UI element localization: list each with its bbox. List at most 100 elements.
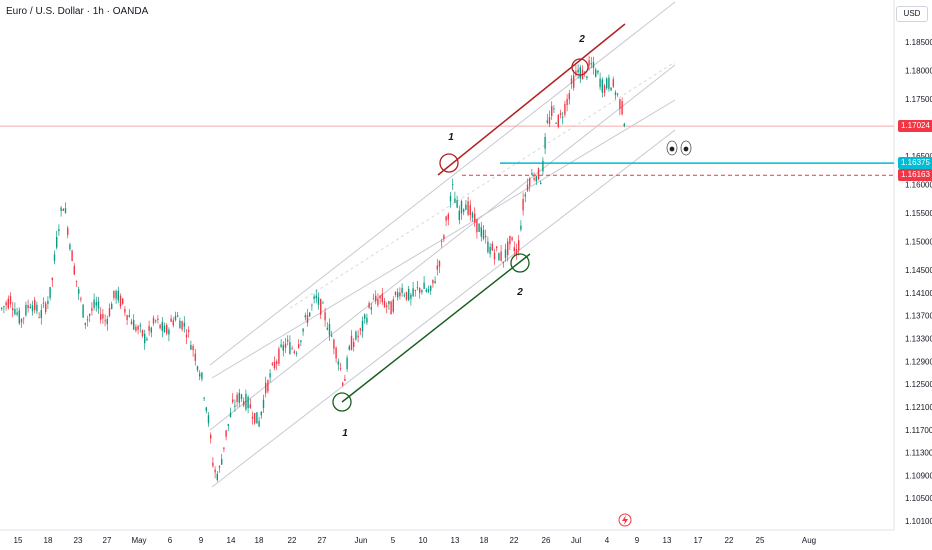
candle-body bbox=[75, 280, 78, 282]
candle-body bbox=[256, 412, 258, 424]
candle-body bbox=[302, 328, 304, 332]
candle-body bbox=[438, 260, 441, 267]
candle-body bbox=[282, 345, 284, 351]
candle-body bbox=[133, 320, 135, 330]
candle-body bbox=[3, 306, 5, 308]
x-tick-label: 4 bbox=[605, 536, 610, 545]
candle-body bbox=[533, 178, 535, 180]
candle-body bbox=[221, 459, 223, 465]
candle-body bbox=[106, 318, 108, 325]
candle-body bbox=[599, 78, 601, 88]
candle-body bbox=[168, 329, 170, 335]
candle-body bbox=[18, 310, 20, 324]
candle-body bbox=[322, 302, 324, 304]
candle-body bbox=[491, 243, 493, 251]
candle-body bbox=[496, 246, 498, 249]
candle-body bbox=[20, 319, 23, 323]
candle-body bbox=[150, 327, 152, 333]
lower-trendline bbox=[341, 253, 531, 403]
x-tick-label: 10 bbox=[419, 536, 428, 545]
candle-body bbox=[555, 123, 557, 124]
candle-body bbox=[128, 315, 130, 317]
y-tick-label: 1.10900 bbox=[905, 471, 932, 480]
candle-body bbox=[71, 250, 73, 262]
candle-body bbox=[240, 394, 243, 399]
candle-body bbox=[113, 290, 115, 298]
candle-body bbox=[139, 325, 141, 327]
candle-body bbox=[49, 286, 51, 298]
candle-body bbox=[379, 295, 381, 299]
candle-body bbox=[522, 198, 524, 211]
candle-body bbox=[258, 421, 260, 427]
candle-body bbox=[23, 317, 25, 319]
candle-body bbox=[56, 236, 58, 248]
currency-button[interactable]: USD bbox=[896, 6, 928, 22]
candle-body bbox=[225, 430, 227, 437]
candle-body bbox=[102, 314, 104, 319]
candle-body bbox=[236, 394, 238, 403]
y-tick-label: 1.10100 bbox=[905, 517, 932, 526]
candle-body bbox=[610, 87, 612, 91]
candle-body bbox=[590, 63, 592, 65]
x-tick-label: 15 bbox=[14, 536, 23, 545]
symbol-title: Euro / U.S. Dollar · 1h · OANDA bbox=[6, 6, 149, 17]
candle-body bbox=[80, 298, 82, 300]
candle-body bbox=[108, 308, 111, 317]
x-tick-label: Aug bbox=[802, 536, 816, 545]
candle-body bbox=[320, 299, 322, 315]
candle-body bbox=[579, 67, 581, 79]
candle-body bbox=[100, 313, 102, 320]
candle-body bbox=[315, 295, 317, 299]
candle-body bbox=[529, 178, 531, 186]
candle-body bbox=[559, 113, 562, 115]
candle-body bbox=[36, 304, 38, 312]
candle-body bbox=[520, 225, 522, 230]
candle-body bbox=[493, 252, 496, 260]
candle-body bbox=[229, 412, 232, 418]
candle-body bbox=[476, 219, 478, 233]
candle-body bbox=[498, 253, 500, 261]
candle-body bbox=[324, 312, 326, 321]
candle-body bbox=[212, 462, 214, 467]
candle-body bbox=[40, 310, 42, 319]
candle-body bbox=[289, 342, 291, 354]
candle-body bbox=[196, 366, 199, 371]
candle-body bbox=[436, 265, 438, 270]
candle-body bbox=[27, 305, 29, 309]
candle-body bbox=[423, 282, 425, 289]
candle-body bbox=[548, 117, 551, 124]
x-tick-label: 6 bbox=[168, 536, 173, 545]
candle-body bbox=[218, 466, 221, 468]
candle-body bbox=[251, 416, 254, 419]
candle-body bbox=[482, 230, 485, 239]
candle-body bbox=[161, 322, 163, 331]
candle-body bbox=[487, 241, 489, 253]
candle-body bbox=[207, 415, 210, 424]
candle-body bbox=[460, 201, 463, 214]
price-tag: 1.17024 bbox=[898, 120, 932, 133]
candle-body bbox=[390, 301, 392, 315]
price-tag: 1.16375 bbox=[898, 157, 932, 170]
candle-body bbox=[78, 289, 80, 294]
y-tick-label: 1.14500 bbox=[905, 266, 932, 275]
candle-body bbox=[42, 302, 45, 304]
candle-body bbox=[595, 69, 597, 77]
candle-body bbox=[183, 322, 185, 327]
candle-body bbox=[58, 229, 60, 232]
candle-body bbox=[432, 279, 434, 284]
candle-body bbox=[67, 227, 69, 235]
candle-body bbox=[500, 251, 502, 261]
candle-body bbox=[469, 205, 471, 216]
y-tick-label: 1.12500 bbox=[905, 380, 932, 389]
candle-body bbox=[526, 184, 529, 191]
candle-body bbox=[612, 79, 614, 87]
candle-body bbox=[284, 343, 287, 348]
x-tick-label: 22 bbox=[725, 536, 734, 545]
candle-body bbox=[608, 77, 610, 89]
candle-body bbox=[427, 289, 430, 293]
candle-body bbox=[203, 397, 205, 399]
candle-body bbox=[584, 71, 586, 73]
candle-body bbox=[485, 235, 487, 238]
candle-body bbox=[577, 69, 579, 73]
